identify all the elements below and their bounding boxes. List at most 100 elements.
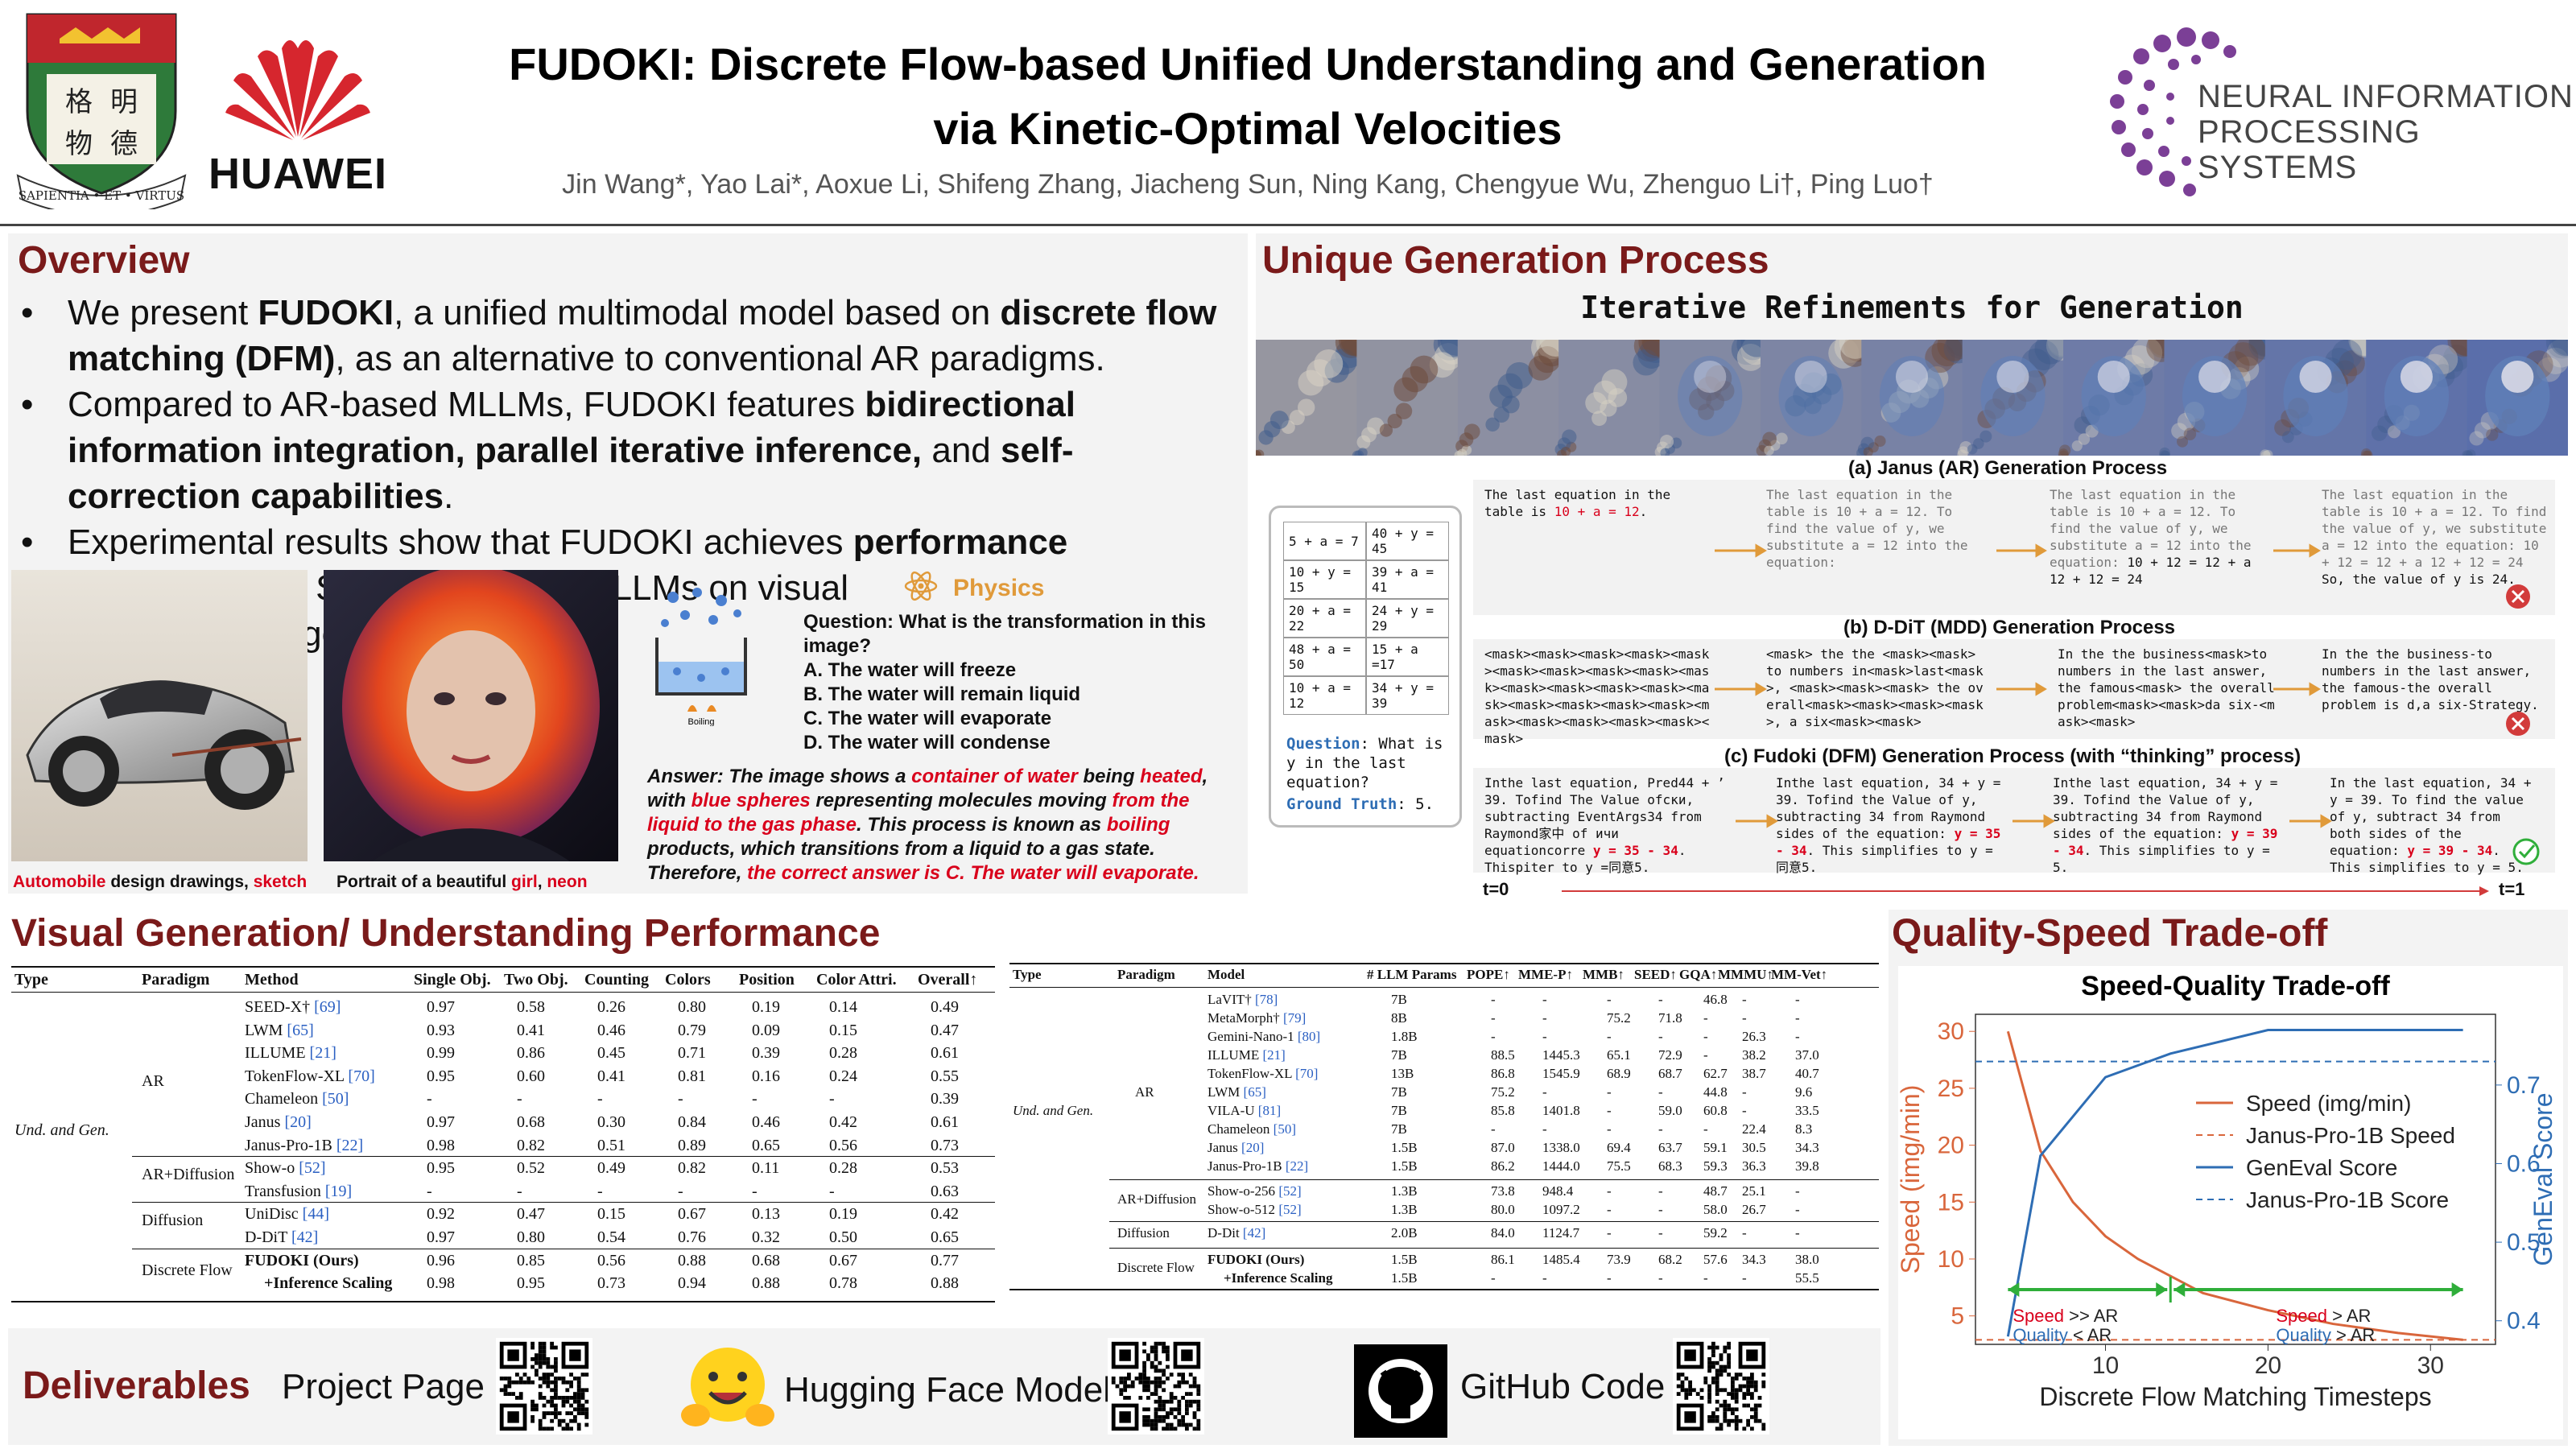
und-model-cell: Janus-Pro-1B [22] xyxy=(1208,1158,1309,1174)
und-value-cell: - xyxy=(1607,992,1612,1007)
und-value-cell: - xyxy=(1658,1084,1663,1100)
gen-value-cell: 0.84 xyxy=(678,1113,706,1131)
gen-value-cell: 0.88 xyxy=(752,1274,780,1293)
gen-value-cell: 0.51 xyxy=(597,1136,625,1154)
gen-value-cell: 0.81 xyxy=(678,1067,706,1085)
gen-value-cell: 0.41 xyxy=(597,1067,625,1085)
gen-value-cell: 0.46 xyxy=(752,1113,780,1131)
equation-cell: 39 + a = 41 xyxy=(1366,560,1449,599)
github-icon xyxy=(1354,1344,1447,1438)
und-value-cell: 88.5 xyxy=(1491,1047,1515,1063)
gen-value-cell: - xyxy=(752,1090,758,1108)
und-header-cell: GQA↑ xyxy=(1679,967,1718,982)
refinement-frame xyxy=(1554,340,1674,456)
gen-value-cell: 0.53 xyxy=(931,1159,959,1178)
legend-label: Janus-Pro-1B Score xyxy=(2246,1187,2449,1212)
refinement-frame xyxy=(1352,340,1473,456)
und-header-cell: SEED↑ xyxy=(1634,967,1677,982)
gen-value-cell: 0.68 xyxy=(517,1113,545,1131)
und-value-cell: 36.3 xyxy=(1742,1158,1766,1174)
ddit-step-2: <mask> the the <mask><mask> to numbers i… xyxy=(1766,646,1984,729)
und-type-cell: Und. and Gen. xyxy=(1013,1103,1094,1118)
und-model-cell: VILA-U [81] xyxy=(1208,1103,1282,1118)
refinement-frame xyxy=(1256,340,1373,456)
und-value-cell: 55.5 xyxy=(1795,1270,1819,1286)
understanding-results-table: Type Paradigm Model # LLM Params POPE↑ MME-P↑… xyxy=(1009,963,1879,1325)
gen-value-cell: 0.28 xyxy=(829,1159,857,1178)
y2-tick-label: 0.6 xyxy=(2507,1150,2541,1177)
und-value-cell: - xyxy=(1658,1225,1663,1241)
refinement-frame xyxy=(2159,340,2281,456)
physics-answer: Answer: The image shows a container of w… xyxy=(647,766,1208,884)
hugging-face-qr-code[interactable] xyxy=(1108,1338,1204,1435)
und-model-cell: Janus [20] xyxy=(1208,1140,1265,1155)
y-tick-label: 15 xyxy=(1938,1189,1964,1216)
und-value-cell: - xyxy=(1491,992,1496,1007)
gen-value-cell: 0.45 xyxy=(597,1044,625,1063)
und-value-cell: - xyxy=(1607,1202,1612,1217)
und-paradigm-cell: AR xyxy=(1135,1084,1154,1100)
gen-value-cell: 0.65 xyxy=(752,1136,780,1154)
y-tick-label: 20 xyxy=(1938,1133,1964,1159)
github-qr-code[interactable] xyxy=(1673,1338,1769,1435)
gen-value-cell: 0.47 xyxy=(931,1021,959,1039)
gen-method-cell: Janus-Pro-1B [22] xyxy=(245,1136,364,1154)
gen-value-cell: 0.95 xyxy=(517,1274,545,1293)
hugging-face-link[interactable]: Hugging Face Model xyxy=(784,1370,1112,1410)
gen-value-cell: 0.24 xyxy=(829,1067,857,1085)
janus-step-2: The last equation in the table is 10 + a… xyxy=(1766,487,1968,570)
und-value-cell: 1097.2 xyxy=(1542,1202,1580,1217)
qr-finder-pattern xyxy=(1111,1403,1139,1431)
und-value-cell: - xyxy=(1658,992,1663,1007)
und-value-cell: 1.5B xyxy=(1391,1140,1418,1155)
und-value-cell: 59.2 xyxy=(1703,1225,1728,1241)
gen-value-cell: 0.97 xyxy=(427,1113,455,1131)
und-value-cell: - xyxy=(1742,1103,1747,1118)
fudoki-correct-icon xyxy=(2512,838,2540,865)
und-value-cell: 7B xyxy=(1391,1084,1407,1100)
group-rule xyxy=(1109,1221,1879,1222)
und-value-cell: - xyxy=(1491,1029,1496,1044)
gen-value-cell: 0.82 xyxy=(678,1159,706,1178)
overview-bullets: We present FUDOKI, a unified multimodal … xyxy=(19,290,1235,657)
und-value-cell: 1485.4 xyxy=(1542,1252,1580,1267)
qr-finder-pattern xyxy=(499,1403,527,1431)
qr-finder-pattern xyxy=(1173,1341,1201,1369)
und-value-cell: - xyxy=(1542,1029,1547,1044)
project-page-link[interactable]: Project Page xyxy=(282,1367,485,1406)
und-header-cell: MMB↑ xyxy=(1583,967,1624,982)
und-header-cell: MMMU↑ xyxy=(1718,967,1773,982)
gen-value-cell: 0.78 xyxy=(829,1274,857,1293)
refinement-frame xyxy=(2260,340,2382,456)
und-value-cell: - xyxy=(1542,1010,1547,1026)
gen-paradigm-cell: AR+Diffusion xyxy=(142,1166,235,1184)
janus-row xyxy=(1473,480,2555,615)
und-value-cell: 68.2 xyxy=(1658,1252,1682,1267)
gen-value-cell: 0.96 xyxy=(427,1251,455,1269)
und-value-cell: 9.6 xyxy=(1795,1084,1813,1100)
und-value-cell: - xyxy=(1795,1183,1800,1199)
gen-header-cell: Color Attri. xyxy=(816,971,897,989)
und-value-cell: - xyxy=(1607,1029,1612,1044)
und-header-cell: Type xyxy=(1013,967,1042,982)
und-value-cell: 1.5B xyxy=(1391,1158,1418,1174)
qr-finder-pattern xyxy=(1111,1341,1139,1369)
und-value-cell: - xyxy=(1542,1121,1547,1137)
equation-table: 5 + a = 7 40 + y = 45 10 + y = 15 39 + a = … xyxy=(1283,522,1449,715)
equation-cell: 10 + a = 12 xyxy=(1283,676,1366,715)
gen-method-cell: LWM [65] xyxy=(245,1021,314,1039)
github-link[interactable]: GitHub Code xyxy=(1460,1367,1666,1406)
svg-text:明: 明 xyxy=(110,86,138,118)
und-header-cell: Model xyxy=(1208,967,1245,982)
y2-tick-label: 0.7 xyxy=(2507,1072,2541,1099)
und-value-cell: 60.8 xyxy=(1703,1103,1728,1118)
x-tick-label: 30 xyxy=(2417,1352,2444,1379)
ddit-wrong-icon xyxy=(2506,712,2530,736)
process-arrows xyxy=(1562,543,2540,896)
gen-header-cell: Overall↑ xyxy=(918,971,978,989)
und-value-cell: 38.2 xyxy=(1742,1047,1766,1063)
und-value-cell: - xyxy=(1795,992,1800,1007)
und-value-cell: - xyxy=(1703,1121,1708,1137)
project-page-qr-code[interactable] xyxy=(496,1338,592,1435)
und-value-cell: 1445.3 xyxy=(1542,1047,1580,1063)
